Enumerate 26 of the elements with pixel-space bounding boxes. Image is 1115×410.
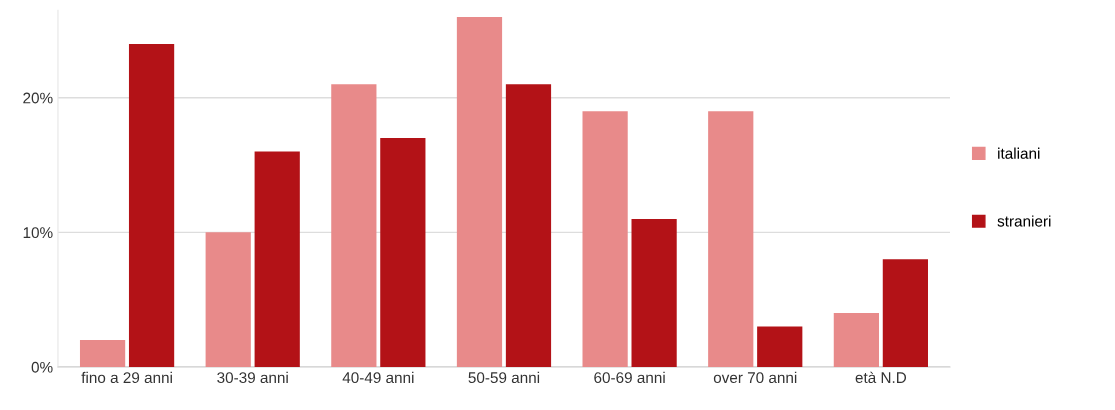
x-tick-label: over 70 anni (713, 371, 797, 384)
bar (631, 218, 677, 367)
x-tick-label: 50-59 anni (468, 371, 540, 384)
y-tick-label: 0% (31, 361, 53, 373)
bar (79, 340, 126, 367)
x-tick-label: 40-49 anni (342, 371, 414, 384)
x-tick-label: 30-39 anni (217, 371, 288, 384)
bar (128, 43, 175, 367)
legend-label: italiani (998, 147, 1040, 159)
y-tick-label: 20% (23, 92, 53, 104)
bar (254, 151, 300, 367)
bar (205, 232, 251, 367)
legend-label: stranieri (997, 215, 1051, 227)
bar (505, 84, 552, 367)
x-tick-label: età N.D (855, 371, 907, 384)
bar (331, 84, 377, 367)
y-tick-label: 10% (23, 227, 53, 239)
x-tick-label: fino a 29 anni (81, 371, 172, 384)
x-tick-label: 60-69 anni (594, 371, 665, 384)
bar (456, 16, 503, 367)
bar (882, 259, 928, 367)
bar (582, 111, 628, 367)
bar (380, 138, 426, 367)
bar (757, 326, 803, 367)
bar (833, 313, 879, 367)
bar (708, 111, 754, 367)
